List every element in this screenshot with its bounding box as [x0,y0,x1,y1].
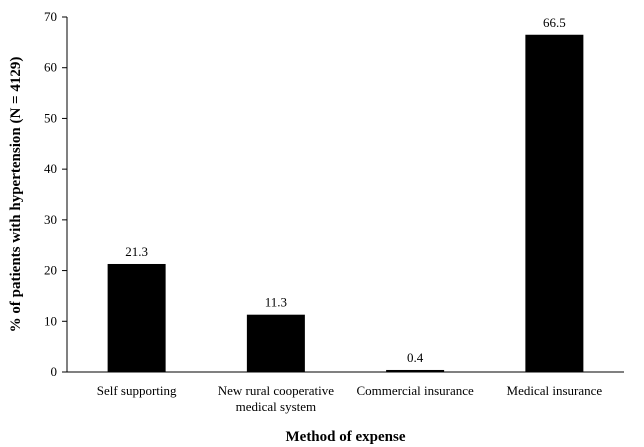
category-labels: Self supporting New rural cooperative medi… [97,383,603,414]
y-axis: 0 10 20 30 40 50 60 70 [44,9,68,379]
y-tick-label: 70 [44,9,57,24]
category-label: New rural cooperative medical system [218,383,334,414]
category-label: Self supporting [97,383,177,398]
y-axis-title: % of patients with hypertension (N = 412… [8,57,24,333]
bar-value-label: 21.3 [125,244,148,259]
bar [386,369,445,372]
y-tick-label: 30 [44,212,57,227]
y-tick-label: 60 [44,60,57,75]
y-tick-label: 10 [44,313,57,328]
bar [525,34,584,372]
category-label: Commercial insurance [356,383,474,398]
bar-value-label: 66.5 [543,15,566,30]
data-labels: 21.3 11.3 0.4 66.5 [125,15,566,365]
bars [107,34,584,372]
bar-value-label: 11.3 [265,295,287,310]
y-tick-label: 20 [44,263,57,278]
x-axis-title: Method of expense [286,429,406,445]
y-tick-label: 40 [44,161,57,176]
bar [107,263,166,372]
y-tick-label: 50 [44,110,57,125]
bar [246,314,305,372]
y-tick-label: 0 [51,364,58,379]
bar-value-label: 0.4 [407,350,424,365]
category-label: Medical insurance [507,383,603,398]
